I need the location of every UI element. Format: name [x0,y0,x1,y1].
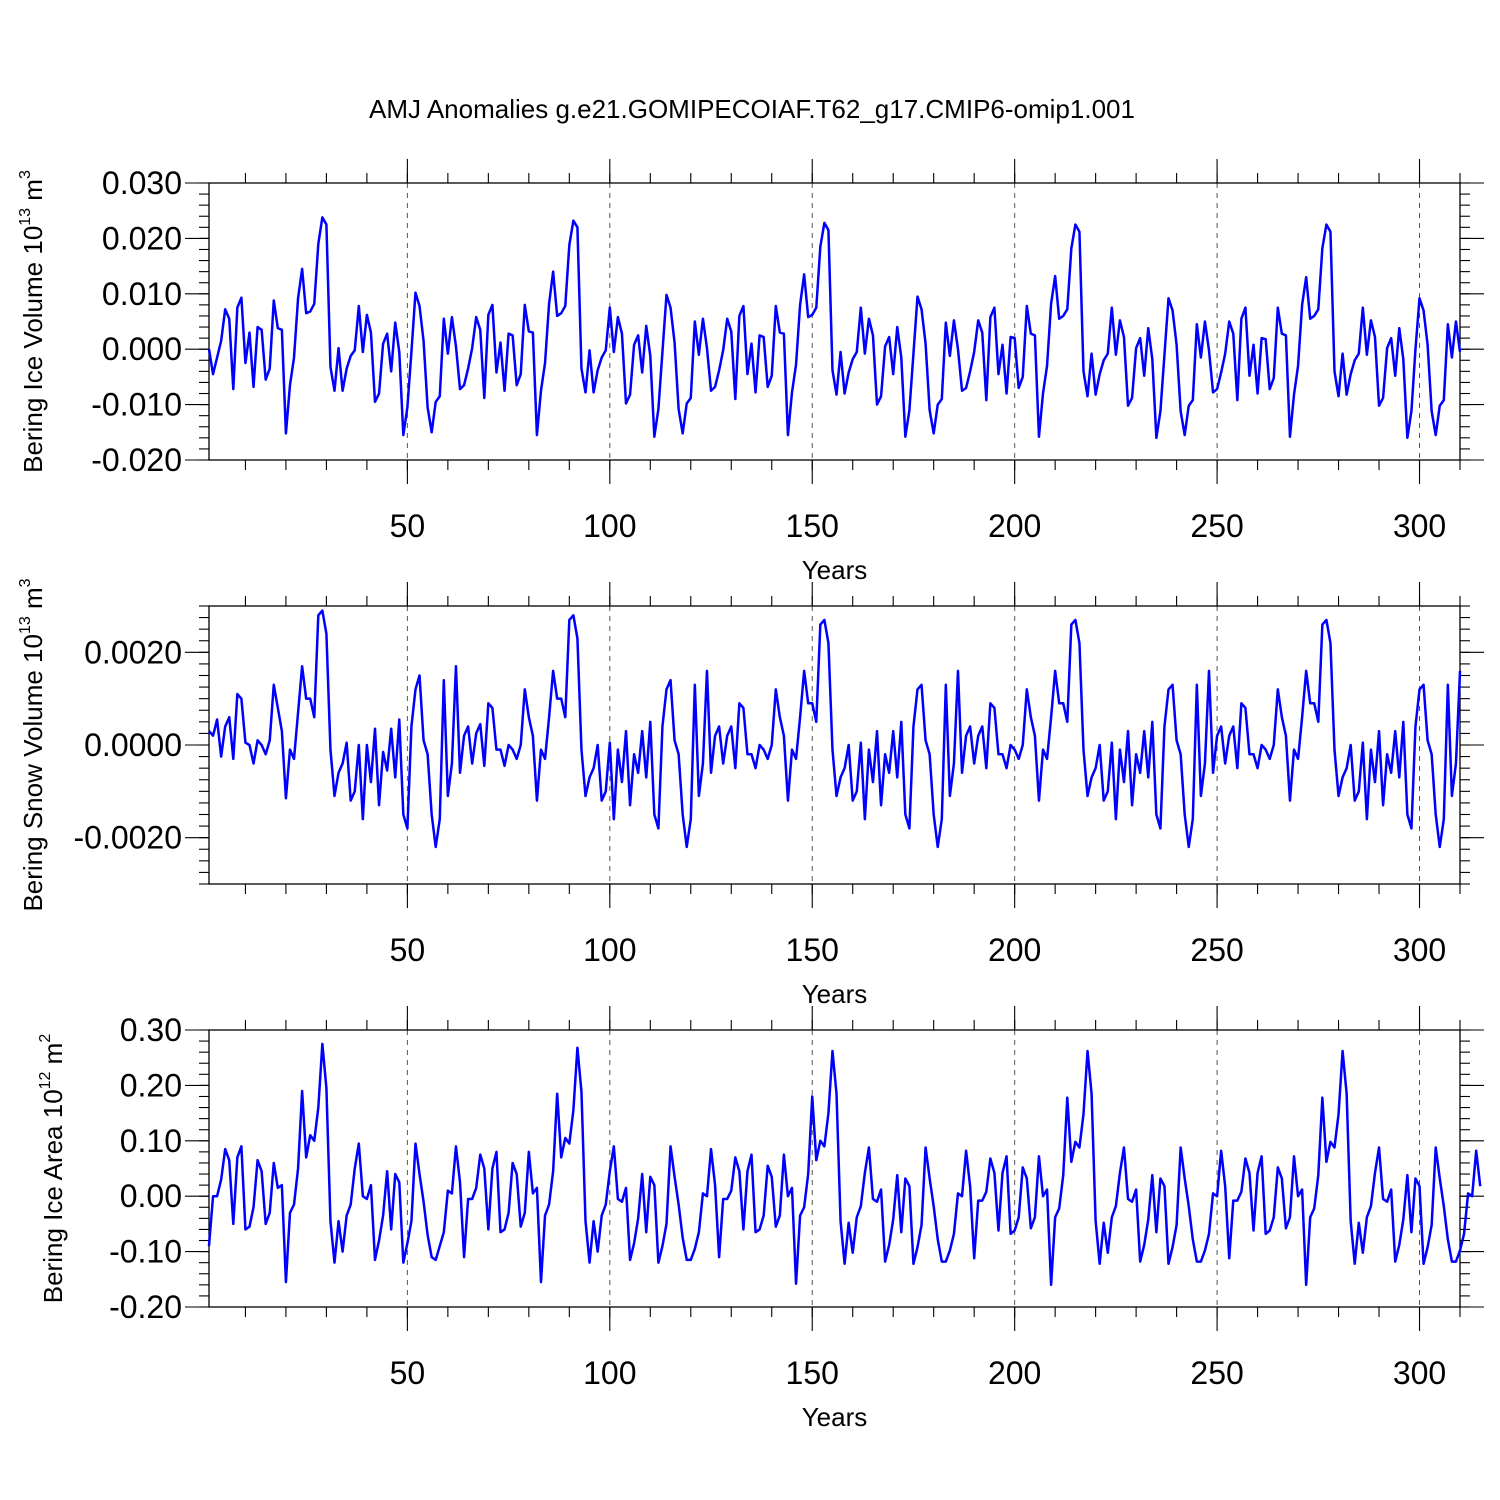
panel-2: -0.0020 0.0000 0.0020 50 100 150 200 250 300 Year… [17,578,1484,1009]
y-tick-label: -0.20 [109,1289,182,1325]
x-tick-label: 300 [1393,932,1446,968]
series-line-1 [207,216,1462,440]
y-axis-label-exponent: 12 [37,1071,54,1089]
y-tick-label: -0.10 [109,1234,182,1270]
y-tick-label: 0.0020 [84,634,182,670]
x-tick-label: 150 [786,508,839,544]
x-axis-label: Years [802,555,868,585]
figure-title: AMJ Anomalies g.e21.GOMIPECOIAF.T62_g17.… [369,94,1135,124]
y-tick-label: -0.010 [91,387,182,423]
panels: -0.020 -0.010 0.000 0.010 0.020 0.030 50 100 150… [17,159,1484,1432]
x-tick-label: 150 [786,932,839,968]
y-tick-label: 0.030 [102,165,182,201]
y-tick-label: 0.0000 [84,727,182,763]
plot-frame [208,1029,1461,1308]
y-axis-label-unit-exponent: 2 [37,1034,54,1043]
x-tick-label: 100 [583,932,636,968]
y-tick-label: 0.10 [120,1123,182,1159]
y-axis-label-unit: m [18,587,48,616]
x-tick-label: 300 [1393,508,1446,544]
x-axis-label: Years [802,979,868,1009]
x-tick-label: 250 [1190,932,1243,968]
y-tick-label: -0.020 [91,442,182,478]
plot-frame [208,182,1461,461]
x-tick-label: 250 [1190,1355,1243,1391]
y-axis-label-exponent: 13 [17,208,34,226]
x-tick-label: 300 [1393,1355,1446,1391]
y-tick-label: 0.000 [102,331,182,367]
x-axis-label: Years [802,1402,868,1432]
x-tick-label: 200 [988,508,1041,544]
x-tick-label: 100 [583,1355,636,1391]
y-axis-label: Bering Snow Volume 1013 m3 [17,578,48,911]
y-tick-label: -0.0020 [73,820,182,856]
x-tick-label: 50 [390,932,426,968]
x-tick-label: 50 [390,1355,426,1391]
y-tick-label: 0.20 [120,1067,182,1103]
y-axis-label-text: Bering Snow Volume 10 [18,634,48,912]
x-tick-label: 150 [786,1355,839,1391]
y-axis-label-text: Bering Ice Area 10 [38,1089,68,1303]
y-axis-label-unit-exponent: 3 [17,578,34,587]
y-tick-label: 0.00 [120,1178,182,1214]
y-axis-label: Bering Ice Area 1012 m2 [37,1034,68,1304]
series-line-1 [207,1042,1482,1287]
y-axis-label-unit-exponent: 3 [17,170,34,179]
y-axis-label: Bering Ice Volume 1013 m3 [17,170,48,473]
x-tick-label: 100 [583,508,636,544]
x-tick-label: 50 [390,508,426,544]
y-tick-label: 0.30 [120,1012,182,1048]
x-tick-label: 200 [988,1355,1041,1391]
x-tick-label: 200 [988,932,1041,968]
y-axis-label-unit: m [38,1043,68,1072]
y-axis-label-text: Bering Ice Volume 10 [18,226,48,473]
panel-3: -0.20 -0.10 0.00 0.10 0.20 0.30 50 100 150 200 250… [37,1006,1484,1432]
y-axis-label-unit: m [18,179,48,208]
panel-1: -0.020 -0.010 0.000 0.010 0.020 0.030 50 100 150… [17,159,1484,585]
x-tick-label: 250 [1190,508,1243,544]
series-line-1 [208,609,1462,849]
y-axis-label-exponent: 13 [17,616,34,634]
y-tick-label: 0.010 [102,276,182,312]
y-tick-label: 0.020 [102,220,182,256]
